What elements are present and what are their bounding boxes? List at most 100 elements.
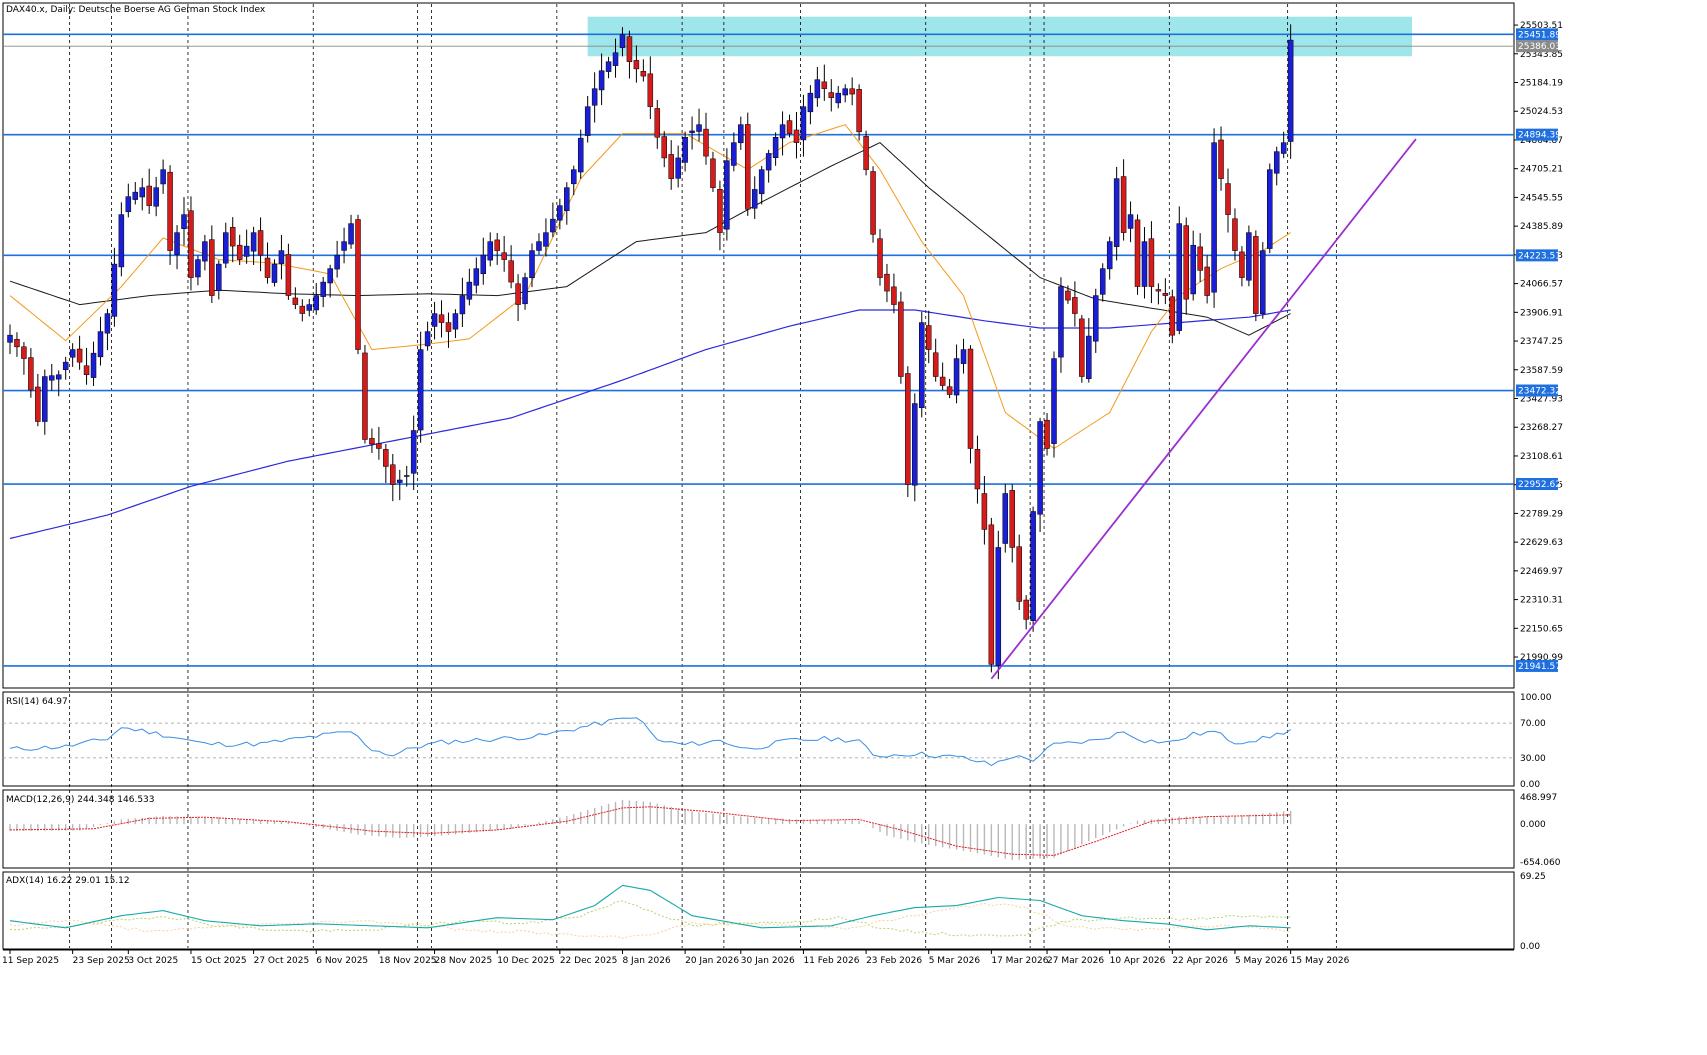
candle-bear xyxy=(376,443,382,449)
rsi-line xyxy=(9,717,1291,767)
time-tick-label: 5 Mar 2026 xyxy=(929,956,981,966)
moving-average-fast-line xyxy=(9,124,1291,450)
candle-bull xyxy=(605,61,612,72)
candle-bull xyxy=(536,241,542,251)
candle-bear xyxy=(877,238,883,278)
candle-bear xyxy=(939,376,946,386)
price-tick-label: 22789.29 xyxy=(1520,509,1563,519)
candle-bull xyxy=(591,88,598,106)
candle-bull xyxy=(55,374,62,380)
candle-bull xyxy=(417,349,424,431)
candle-bull xyxy=(522,277,528,305)
time-tick-label: 8 Jan 2026 xyxy=(622,956,670,966)
candle-bull xyxy=(1176,223,1183,331)
time-tick-label: 23 Sep 2025 xyxy=(73,956,130,966)
candle-bull xyxy=(619,34,626,48)
candle-bear xyxy=(849,88,855,95)
candle-bear xyxy=(383,449,389,467)
adx-title: ADX(14) 16.22 29.01 15.12 xyxy=(6,876,130,886)
candle-bear xyxy=(1197,246,1203,271)
candle-bull xyxy=(807,92,814,113)
price-chart-title: DAX40.x, Daily: Deutsche Boerse AG Germa… xyxy=(6,5,266,15)
candle-bull xyxy=(543,232,549,247)
adx-main-line xyxy=(9,884,1291,931)
candle-bear xyxy=(745,124,751,210)
candle-bull xyxy=(341,241,347,251)
rsi-tick-label: 30.00 xyxy=(1520,754,1546,764)
level-price-label: 23472.32 xyxy=(1518,387,1561,397)
time-tick-label: 11 Sep 2025 xyxy=(2,956,59,966)
candle-bull xyxy=(250,232,257,252)
candle-bear xyxy=(891,286,897,305)
candle-bear xyxy=(793,129,800,143)
candle-bear xyxy=(1204,266,1210,296)
candle-bull xyxy=(306,304,313,311)
candle-bear xyxy=(14,339,20,348)
candle-bull xyxy=(223,232,229,264)
candle-bear xyxy=(863,136,869,170)
macd-title: MACD(12,26,9) 244.348 146.533 xyxy=(6,795,155,805)
price-tick-label: 23587.59 xyxy=(1520,366,1563,376)
macd-panel-frame xyxy=(2,789,1515,869)
candle-bull xyxy=(452,313,459,330)
candle-bear xyxy=(710,158,716,188)
candle-bull xyxy=(62,361,69,370)
rsi-panel-frame xyxy=(2,691,1515,787)
candle-bear xyxy=(974,449,981,490)
price-tick-label: 23427.93 xyxy=(1520,395,1563,405)
time-tick-label: 15 Oct 2025 xyxy=(191,956,247,966)
candle-bull xyxy=(1190,244,1196,295)
price-tick-label: 23747.25 xyxy=(1520,337,1563,347)
candle-bull xyxy=(397,479,403,483)
candle-bear xyxy=(981,493,988,530)
time-tick-label: 18 Nov 2025 xyxy=(379,956,437,966)
price-tick-label: 24385.89 xyxy=(1520,222,1563,232)
price-tick-label: 24705.21 xyxy=(1520,165,1563,175)
candle-bear xyxy=(703,128,709,157)
candle-bear xyxy=(1134,219,1141,287)
candle-bull xyxy=(473,268,480,286)
candle-bull xyxy=(557,205,563,221)
price-tick-label: 25184.19 xyxy=(1520,79,1563,89)
adx-minus-di-line xyxy=(9,902,1291,939)
candle-bull xyxy=(410,430,417,474)
candle-bull xyxy=(953,358,960,396)
candle-bull xyxy=(682,136,688,163)
rsi-title: RSI(14) 64.97 xyxy=(6,697,68,707)
candle-bear xyxy=(1183,225,1189,300)
candle-bear xyxy=(209,239,215,296)
candle-bull xyxy=(1260,250,1266,314)
candle-bear xyxy=(1009,490,1015,548)
macd-tick-label: -654.060 xyxy=(1520,858,1561,868)
candle-bear xyxy=(1079,318,1085,377)
candle-bull xyxy=(403,475,410,477)
candle-bear xyxy=(988,524,995,665)
candle-bull xyxy=(334,254,340,270)
price-tick-label: 23906.91 xyxy=(1520,308,1563,318)
time-tick-label: 27 Mar 2026 xyxy=(1047,956,1104,966)
candle-bull xyxy=(1113,178,1120,247)
candle-bear xyxy=(494,239,500,251)
candle-bull xyxy=(1287,39,1294,142)
price-tick-label: 24864.87 xyxy=(1520,136,1563,146)
candle-bull xyxy=(42,376,48,422)
time-tick-label: 22 Apr 2026 xyxy=(1172,956,1228,966)
candle-bear xyxy=(188,210,194,278)
candle-bear xyxy=(1065,290,1071,301)
candle-bull xyxy=(612,52,619,66)
candle-bear xyxy=(967,348,974,449)
candle-bull xyxy=(577,137,584,173)
rsi-tick-label: 100.00 xyxy=(1520,693,1552,703)
price-tick-label: 25024.53 xyxy=(1520,107,1563,117)
candle-bull xyxy=(1280,142,1287,154)
candle-bear xyxy=(445,322,452,332)
rsi-tick-label: 0.00 xyxy=(1520,780,1540,790)
candle-bull xyxy=(1037,421,1043,515)
candle-bull xyxy=(919,322,925,409)
candle-bull xyxy=(800,106,807,141)
candle-bear xyxy=(786,120,793,134)
price-tick-label: 24066.57 xyxy=(1520,280,1563,290)
price-tick-label: 25343.85 xyxy=(1520,50,1563,60)
candle-bull xyxy=(69,349,76,358)
